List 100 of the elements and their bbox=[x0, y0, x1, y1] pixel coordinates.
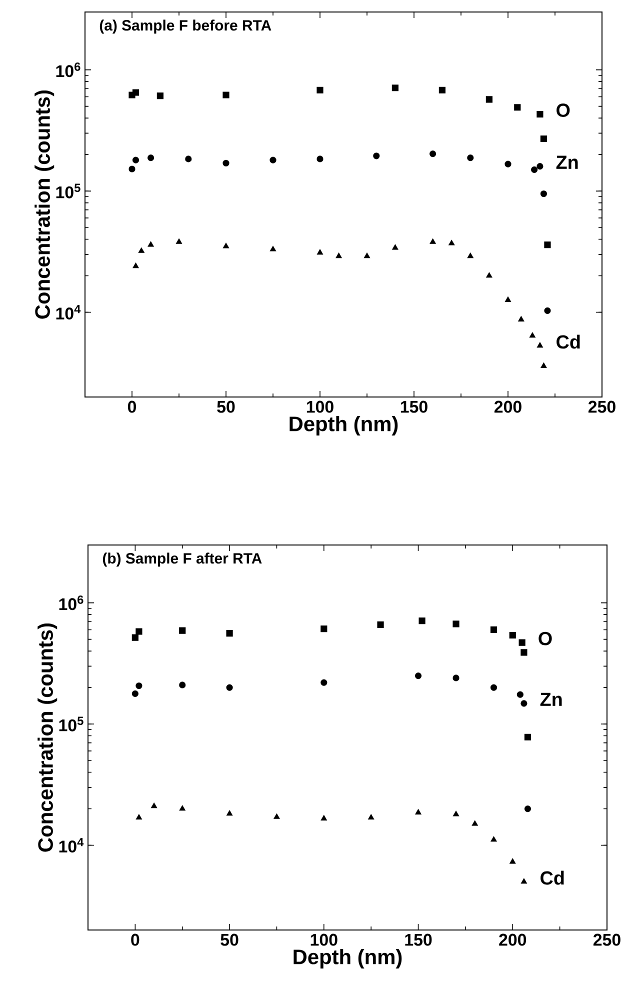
point bbox=[270, 246, 276, 252]
point bbox=[544, 307, 551, 314]
point bbox=[368, 814, 374, 820]
legend-label: Zn bbox=[540, 692, 562, 706]
point bbox=[316, 156, 324, 162]
x-tick-label: 50 bbox=[220, 934, 238, 946]
point bbox=[226, 810, 232, 816]
point bbox=[148, 242, 154, 247]
point bbox=[486, 96, 492, 103]
point bbox=[520, 649, 528, 656]
point bbox=[467, 252, 474, 258]
x-tick-label: 250 bbox=[588, 400, 616, 413]
x-tick-label: 200 bbox=[498, 934, 526, 946]
point bbox=[226, 630, 233, 637]
point bbox=[392, 84, 398, 92]
point bbox=[320, 679, 327, 686]
point bbox=[516, 691, 524, 698]
x-tick-label: 250 bbox=[593, 934, 620, 946]
x-tick-label: 50 bbox=[216, 400, 234, 413]
point bbox=[418, 618, 426, 624]
point bbox=[147, 154, 154, 162]
y-tick-label: 10$^{6}$ bbox=[56, 62, 80, 78]
point bbox=[518, 316, 524, 322]
point bbox=[529, 332, 536, 338]
point bbox=[184, 156, 192, 162]
point bbox=[132, 690, 138, 697]
y-axis-title: Concentration (counts) bbox=[34, 90, 54, 319]
point bbox=[430, 238, 436, 244]
point bbox=[156, 92, 164, 100]
point bbox=[178, 682, 186, 688]
y-tick-label: 10$^{4}$ bbox=[59, 838, 84, 853]
point bbox=[364, 252, 370, 258]
point bbox=[132, 262, 138, 268]
point bbox=[372, 152, 380, 160]
y-axis-title: Concentration (counts) bbox=[37, 623, 57, 852]
point bbox=[135, 682, 142, 690]
point bbox=[509, 632, 516, 639]
x-tick-label: 0 bbox=[130, 934, 139, 946]
series-label: Cd bbox=[556, 334, 580, 349]
point bbox=[274, 814, 280, 819]
point bbox=[178, 627, 186, 634]
series-label: Cd bbox=[540, 870, 564, 885]
chart-title: (a) Sample F before RTA bbox=[100, 20, 271, 34]
point bbox=[316, 249, 323, 255]
point bbox=[486, 272, 492, 278]
point bbox=[509, 858, 516, 864]
x-axis-title: Depth (nm) bbox=[293, 948, 402, 968]
point bbox=[415, 809, 421, 814]
series-label: O bbox=[538, 632, 552, 646]
point bbox=[490, 836, 496, 842]
point bbox=[136, 814, 142, 820]
point bbox=[438, 86, 446, 94]
point bbox=[524, 734, 531, 740]
point bbox=[530, 166, 538, 173]
point bbox=[222, 160, 230, 166]
point bbox=[520, 878, 527, 884]
point bbox=[150, 802, 157, 808]
point bbox=[540, 135, 547, 142]
point bbox=[414, 672, 422, 680]
point bbox=[179, 805, 186, 811]
point bbox=[536, 163, 544, 170]
point bbox=[536, 110, 544, 118]
legend-label: O bbox=[556, 104, 570, 117]
point bbox=[336, 252, 342, 258]
point bbox=[132, 89, 139, 96]
point bbox=[429, 150, 436, 158]
point bbox=[524, 805, 531, 812]
point bbox=[269, 156, 276, 164]
point bbox=[540, 362, 546, 368]
legend-label: Zn bbox=[556, 156, 578, 169]
point bbox=[472, 820, 478, 826]
y-tick-label: 10$^{6}$ bbox=[59, 595, 84, 610]
point bbox=[540, 190, 547, 198]
point bbox=[320, 626, 327, 632]
point bbox=[226, 684, 233, 691]
point bbox=[135, 628, 142, 635]
point bbox=[452, 620, 460, 628]
point bbox=[392, 244, 398, 250]
point bbox=[176, 238, 182, 244]
point bbox=[132, 156, 139, 164]
point bbox=[222, 92, 230, 98]
point bbox=[452, 674, 460, 682]
x-axis-title: Depth (nm) bbox=[289, 416, 398, 436]
x-tick-label: 100 bbox=[306, 400, 334, 413]
x-tick-label: 150 bbox=[400, 400, 428, 413]
point bbox=[452, 811, 459, 816]
y-tick-label: 10$^{5}$ bbox=[59, 716, 84, 732]
x-tick-label: 200 bbox=[494, 400, 522, 413]
point bbox=[448, 240, 454, 246]
point bbox=[128, 166, 136, 172]
point bbox=[544, 242, 551, 248]
point bbox=[536, 342, 543, 348]
point bbox=[377, 621, 384, 628]
point bbox=[504, 160, 512, 168]
point bbox=[490, 684, 497, 691]
x-tick-label: 0 bbox=[128, 400, 136, 413]
point bbox=[466, 154, 474, 162]
y-tick-label: 10$^{5}$ bbox=[56, 184, 80, 198]
point bbox=[316, 86, 324, 94]
point bbox=[222, 243, 229, 248]
